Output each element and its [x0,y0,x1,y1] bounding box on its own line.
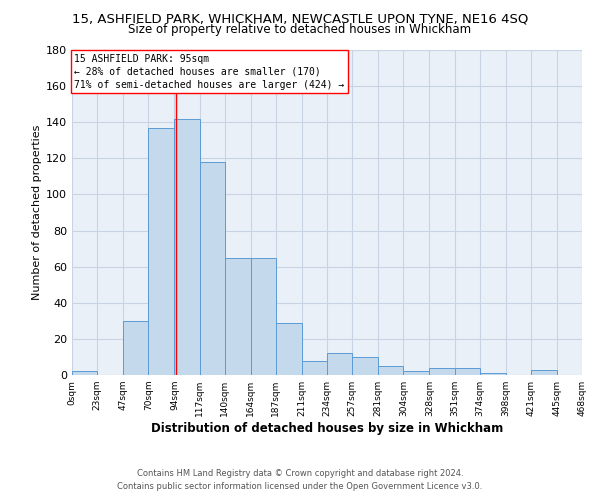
Text: Size of property relative to detached houses in Whickham: Size of property relative to detached ho… [128,22,472,36]
Bar [479,373,506,375]
Bar [224,258,251,375]
Bar [378,366,403,375]
Text: Contains HM Land Registry data © Crown copyright and database right 2024.
Contai: Contains HM Land Registry data © Crown c… [118,470,482,491]
Text: 15 ASHFIELD PARK: 95sqm
← 28% of detached houses are smaller (170)
71% of semi-d: 15 ASHFIELD PARK: 95sqm ← 28% of detache… [74,54,344,90]
Bar [403,372,430,375]
Bar [175,118,200,375]
Bar [430,368,455,375]
Bar [199,162,224,375]
Bar [123,321,148,375]
X-axis label: Distribution of detached houses by size in Whickham: Distribution of detached houses by size … [151,422,503,435]
Bar [531,370,557,375]
Bar [251,258,276,375]
Bar [327,354,352,375]
Y-axis label: Number of detached properties: Number of detached properties [32,125,42,300]
Text: 15, ASHFIELD PARK, WHICKHAM, NEWCASTLE UPON TYNE, NE16 4SQ: 15, ASHFIELD PARK, WHICKHAM, NEWCASTLE U… [72,12,528,26]
Bar [352,357,378,375]
Bar [276,322,302,375]
Bar [72,372,97,375]
Bar [148,128,175,375]
Bar [455,368,479,375]
Bar [302,360,327,375]
